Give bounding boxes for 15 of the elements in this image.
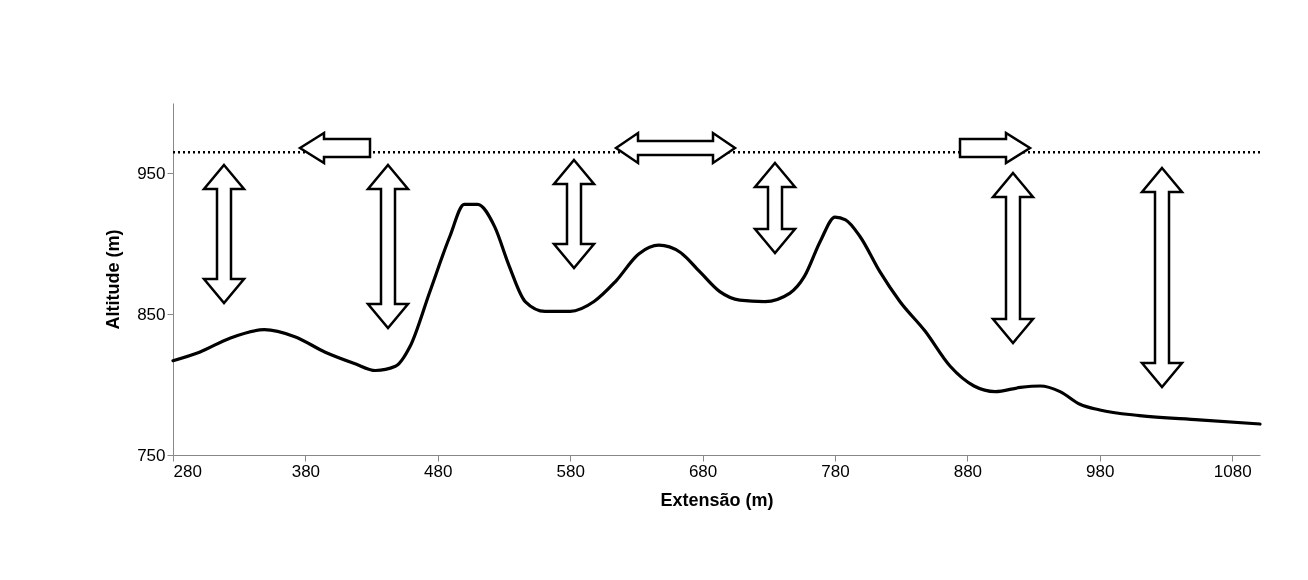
x-tick-label: 480 <box>424 461 453 481</box>
x-tick-label: 680 <box>688 461 718 481</box>
x-tick-label: 880 <box>953 461 983 481</box>
y-axis-title: Altitude (m) <box>103 229 124 330</box>
x-tick-label: 580 <box>556 461 585 481</box>
x-tick-label: 380 <box>291 461 321 481</box>
x-tick-label: 280 <box>173 461 202 481</box>
x-tick-label: 980 <box>1086 461 1115 481</box>
line-series <box>171 202 1262 426</box>
x-tick-label: 780 <box>821 461 850 481</box>
y-tick-label: 850 <box>137 304 166 324</box>
x-axis-title: Extensão (m) <box>660 489 774 510</box>
y-tick-label: 950 <box>137 163 166 183</box>
x-tick-label: 1080 <box>1213 461 1252 481</box>
y-tick-label: 750 <box>137 445 166 465</box>
